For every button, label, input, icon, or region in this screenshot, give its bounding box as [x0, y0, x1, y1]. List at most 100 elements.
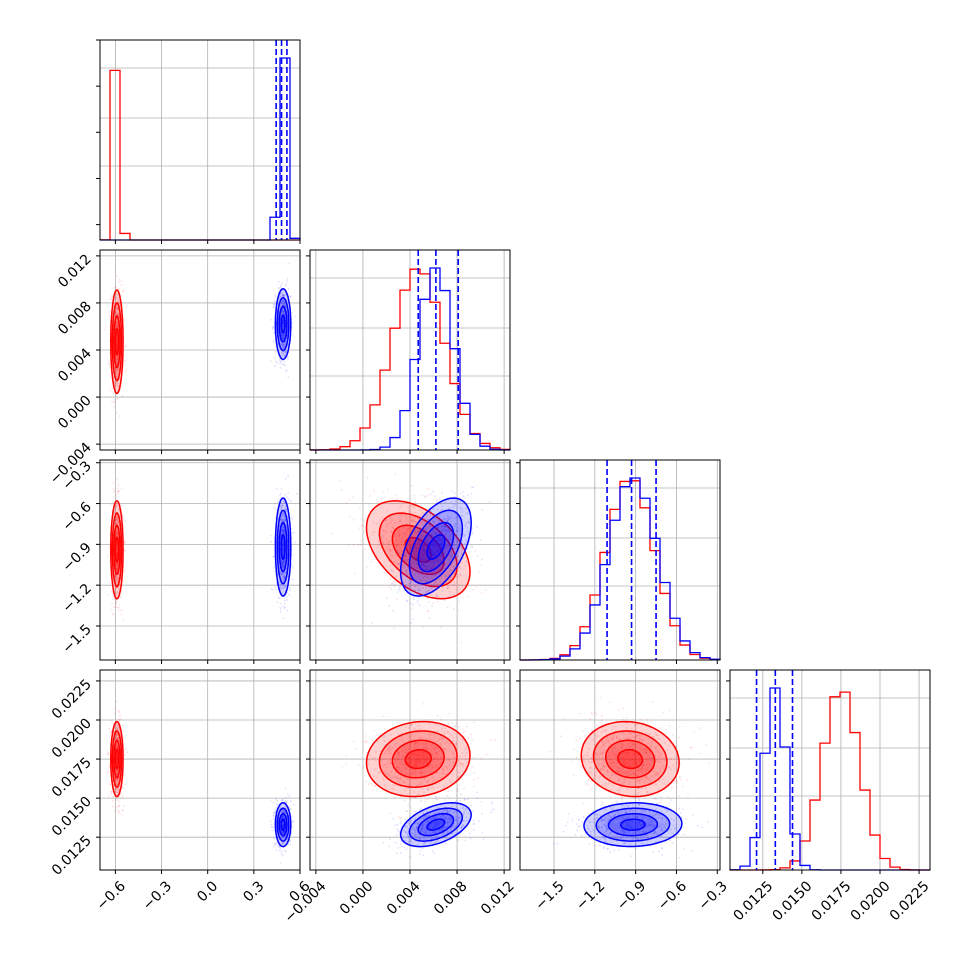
sample-point [407, 565, 409, 568]
sample-point [116, 362, 119, 365]
sample-point [414, 555, 417, 558]
sample-point [114, 586, 117, 589]
sample-point [108, 311, 110, 314]
sample-point [422, 626, 425, 628]
sample-point [413, 519, 416, 522]
sample-point [285, 595, 288, 597]
sample-point [275, 350, 277, 353]
sample-point [114, 370, 117, 372]
sample-point [438, 578, 441, 581]
sample-point [284, 509, 287, 511]
sample-point [439, 559, 442, 562]
sample-point [112, 391, 115, 394]
sample-point [282, 529, 285, 532]
sample-point [284, 606, 286, 609]
sample-point [467, 533, 470, 535]
sample-point [409, 540, 412, 543]
sample-point [347, 544, 350, 546]
sample-point [115, 745, 117, 747]
sample-point [280, 560, 283, 562]
sample-point [417, 589, 420, 592]
sample-point [429, 537, 432, 539]
sample-point [117, 313, 119, 316]
sample-point [437, 538, 440, 541]
sample-point [282, 578, 285, 581]
sample-point [116, 312, 118, 315]
sample-point [395, 554, 398, 557]
sample-point [409, 548, 412, 550]
sample-point [419, 579, 422, 581]
sample-point [360, 525, 363, 527]
sample-point [389, 521, 392, 524]
sample-point [108, 339, 111, 342]
sample-point [281, 504, 283, 506]
sample-point [480, 591, 483, 594]
sample-point [442, 529, 445, 531]
sample-point [114, 367, 116, 369]
sample-point [435, 594, 438, 597]
sample-point [481, 558, 483, 561]
sample-point [282, 500, 285, 503]
sample-point [450, 555, 453, 558]
sample-point [430, 568, 433, 570]
sample-point [390, 569, 393, 572]
sample-point [116, 516, 119, 519]
sample-point [280, 573, 282, 576]
sample-point [439, 546, 441, 549]
sample-point [116, 564, 119, 566]
sample-point [270, 588, 273, 590]
sample-point [281, 359, 283, 362]
sample-point [414, 550, 417, 553]
sample-point [275, 588, 278, 591]
sample-point [429, 547, 431, 549]
y-tick-label: −0.9 [59, 540, 94, 575]
sample-point [115, 787, 118, 790]
sample-point [348, 516, 351, 518]
sample-point [119, 718, 122, 721]
sample-point [432, 567, 434, 569]
sample-point [433, 562, 436, 565]
sample-point [382, 529, 385, 532]
sample-point [403, 554, 406, 557]
sample-point [408, 586, 411, 589]
sample-point [281, 563, 284, 565]
sample-point [117, 788, 120, 791]
sample-point [282, 320, 284, 323]
sample-point [432, 571, 434, 574]
sample-point [389, 541, 391, 543]
sample-point [117, 577, 120, 579]
sample-point [283, 313, 286, 316]
sample-point [115, 727, 118, 729]
sample-point [423, 558, 426, 561]
sample-point [281, 519, 284, 522]
sample-point [282, 294, 284, 297]
sample-point [446, 515, 449, 517]
sample-point [271, 588, 274, 591]
sample-point [417, 547, 420, 550]
sample-point [352, 518, 355, 521]
sample-point [116, 534, 118, 536]
sample-point [115, 783, 118, 786]
sample-point [437, 561, 440, 564]
sample-point [447, 587, 449, 590]
density-contour [114, 536, 120, 563]
sample-point [281, 572, 284, 574]
sample-point [283, 842, 285, 845]
sample-point [430, 534, 433, 537]
sample-point [120, 487, 123, 490]
sample-point [280, 519, 283, 521]
sample-point [372, 489, 375, 492]
sample-point [449, 570, 452, 573]
sample-point [445, 546, 448, 549]
sample-point [282, 351, 284, 353]
sample-point [289, 516, 292, 519]
sample-point [446, 586, 449, 589]
sample-point [110, 790, 112, 793]
sample-point [116, 297, 119, 300]
sample-point [117, 796, 119, 799]
sample-point [364, 548, 367, 551]
sample-point [458, 528, 461, 530]
sample-point [281, 338, 284, 341]
sample-point [432, 566, 435, 568]
sample-point [456, 536, 459, 539]
